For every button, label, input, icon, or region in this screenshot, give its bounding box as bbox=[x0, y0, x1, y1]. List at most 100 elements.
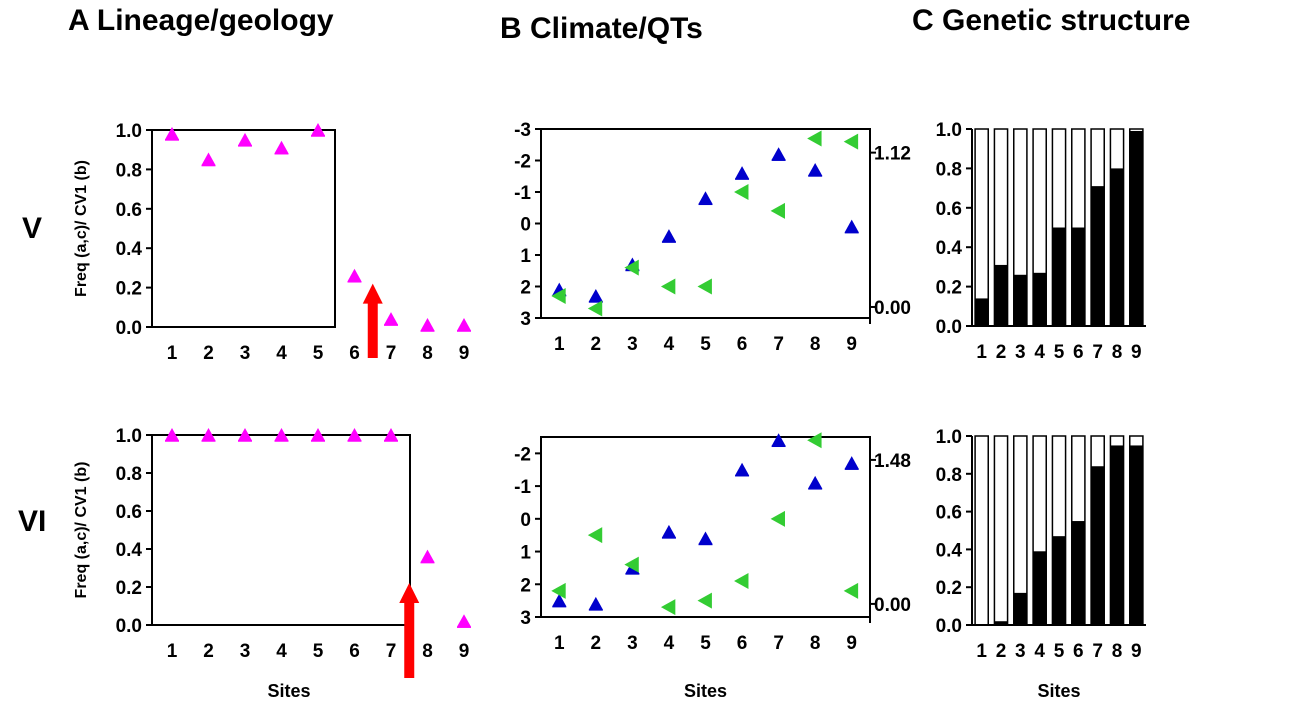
climate-point-blue bbox=[771, 433, 786, 446]
bar bbox=[1091, 466, 1105, 625]
title-a: A Lineage/geology bbox=[68, 4, 334, 37]
lineage-point bbox=[457, 318, 471, 331]
climate-point-blue bbox=[735, 462, 750, 476]
y-tick-label: -2 bbox=[514, 152, 531, 173]
y-tick-label: -1 bbox=[514, 183, 531, 204]
climate-point-blue bbox=[661, 229, 676, 242]
bar bbox=[1071, 227, 1085, 326]
x-tick-label: 4 bbox=[276, 641, 287, 662]
x-tick-label: 7 bbox=[773, 633, 784, 654]
y-tick-label: 3 bbox=[520, 608, 531, 629]
row-label-v: V bbox=[22, 212, 43, 245]
y-tick-label: 0.0 bbox=[936, 317, 962, 338]
y-tick-label: 1.0 bbox=[116, 426, 142, 447]
lineage-point bbox=[165, 126, 179, 140]
y-tick-label: 0.2 bbox=[936, 578, 962, 599]
arrow-head bbox=[399, 583, 420, 603]
y-tick-label: 0 bbox=[520, 215, 531, 236]
bar bbox=[1071, 521, 1085, 625]
climate-point-green bbox=[697, 278, 712, 295]
climate-point-blue bbox=[808, 475, 823, 489]
lineage-point bbox=[201, 152, 216, 166]
y-tick-label: 0 bbox=[520, 510, 531, 531]
lineage-point bbox=[238, 428, 252, 441]
x-tick-label: 9 bbox=[846, 334, 857, 355]
title-b: B Climate/QTs bbox=[500, 12, 703, 45]
right-tick-label: 0.00 bbox=[874, 595, 911, 616]
right-tick-label: 0.00 bbox=[874, 298, 911, 319]
y-tick-label: 1.0 bbox=[936, 427, 962, 448]
y-tick-label: 0.8 bbox=[116, 464, 142, 485]
bar bbox=[1129, 445, 1143, 625]
lineage-point bbox=[238, 132, 252, 146]
climate-point-green bbox=[807, 130, 822, 147]
climate-point-blue bbox=[698, 191, 713, 204]
y-axis-title: Freq (a,c)/ CV1 (b) bbox=[73, 462, 90, 599]
climate-point-green bbox=[660, 278, 676, 295]
y-tick-label: -1 bbox=[514, 477, 531, 498]
y-tick-label: -3 bbox=[514, 120, 531, 141]
bar bbox=[1013, 274, 1027, 326]
x-axis-title: Sites bbox=[1037, 681, 1080, 701]
y-tick-label: 0.8 bbox=[936, 159, 962, 180]
lineage-point bbox=[201, 428, 216, 441]
y-tick-label: 0.6 bbox=[116, 200, 142, 221]
x-tick-label: 3 bbox=[240, 343, 251, 364]
lineage-point bbox=[420, 549, 435, 563]
x-tick-label: 4 bbox=[664, 334, 675, 355]
x-tick-label: 4 bbox=[276, 343, 287, 364]
lineage-point bbox=[384, 312, 398, 325]
y-tick-label: 0.6 bbox=[116, 502, 142, 523]
y-tick-label: 0.0 bbox=[936, 616, 962, 637]
y-tick-label: 0.4 bbox=[936, 540, 963, 561]
bar bbox=[994, 621, 1008, 625]
bar bbox=[1013, 592, 1027, 625]
x-tick-label: 1 bbox=[976, 342, 987, 363]
x-tick-label: 5 bbox=[313, 641, 324, 662]
x-tick-label: 1 bbox=[167, 343, 178, 364]
y-tick-label: 0.4 bbox=[116, 239, 143, 260]
climate-point-green bbox=[624, 556, 639, 573]
bar bbox=[1110, 445, 1124, 625]
x-tick-label: 2 bbox=[996, 342, 1007, 363]
x-tick-label: 7 bbox=[1092, 641, 1103, 662]
plot-frame bbox=[540, 436, 871, 618]
y-axis-title: Freq (a,c)/ CV1 (b) bbox=[73, 160, 90, 297]
x-tick-label: 6 bbox=[349, 641, 360, 662]
climate-point-green bbox=[770, 202, 786, 219]
title-c: C Genetic structure bbox=[912, 4, 1191, 37]
plot-frame bbox=[151, 129, 336, 328]
x-tick-label: 9 bbox=[846, 633, 857, 654]
x-tick-label: 3 bbox=[1015, 641, 1026, 662]
lineage-point bbox=[274, 428, 289, 441]
bar bbox=[975, 298, 989, 326]
climate-point-green bbox=[587, 527, 603, 544]
y-tick-label: 0.2 bbox=[936, 278, 962, 299]
x-tick-label: 1 bbox=[167, 641, 178, 662]
lineage-point bbox=[384, 428, 398, 441]
x-tick-label: 7 bbox=[386, 641, 397, 662]
bar bbox=[1052, 227, 1066, 326]
arrow-shaft bbox=[404, 599, 415, 678]
y-tick-label: -2 bbox=[514, 444, 531, 465]
plot-frame bbox=[151, 434, 411, 626]
x-tick-label: 6 bbox=[1073, 641, 1084, 662]
x-tick-label: 2 bbox=[203, 641, 214, 662]
y-tick-label: 0.4 bbox=[936, 238, 963, 259]
y-tick-label: 0.8 bbox=[936, 465, 962, 486]
x-tick-label: 2 bbox=[203, 343, 214, 364]
x-tick-label: 1 bbox=[976, 641, 987, 662]
right-tick-label: 1.12 bbox=[874, 144, 911, 165]
x-tick-label: 5 bbox=[1054, 641, 1065, 662]
climate-point-blue bbox=[771, 147, 786, 160]
lineage-point bbox=[457, 614, 471, 627]
lineage-point bbox=[311, 428, 325, 441]
x-tick-label: 3 bbox=[1015, 342, 1026, 363]
climate-point-blue bbox=[588, 288, 603, 302]
x-tick-label: 7 bbox=[1092, 342, 1103, 363]
climate-point-green bbox=[807, 432, 822, 449]
bar-remainder bbox=[974, 128, 989, 327]
bar bbox=[1033, 551, 1047, 625]
climate-point-blue bbox=[552, 593, 567, 607]
x-tick-label: 8 bbox=[1112, 641, 1123, 662]
